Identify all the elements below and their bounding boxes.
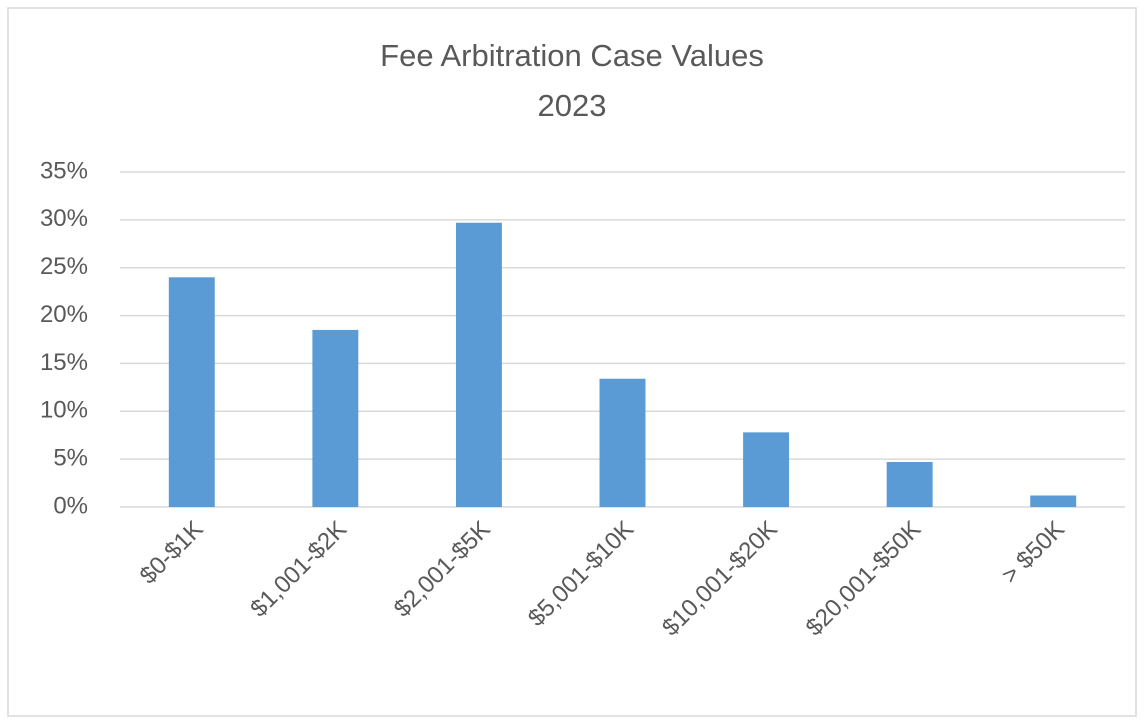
y-tick-label: 10%	[40, 397, 88, 424]
y-tick-label: 35%	[40, 157, 88, 184]
y-tick-label: 5%	[53, 444, 88, 471]
bar	[455, 222, 502, 507]
y-tick-label: 30%	[40, 205, 88, 232]
y-tick-label: 0%	[53, 492, 88, 519]
y-tick-label: 15%	[40, 349, 88, 376]
chart-subtitle: 2023	[538, 88, 607, 123]
bar	[743, 432, 790, 507]
y-tick-label: 25%	[40, 253, 88, 280]
chart-title: Fee Arbitration Case Values	[380, 38, 764, 73]
bar	[1030, 495, 1077, 507]
y-tick-label: 20%	[40, 301, 88, 328]
bar	[312, 329, 359, 507]
bar	[599, 378, 646, 507]
bar	[886, 462, 933, 507]
bar	[168, 277, 215, 507]
